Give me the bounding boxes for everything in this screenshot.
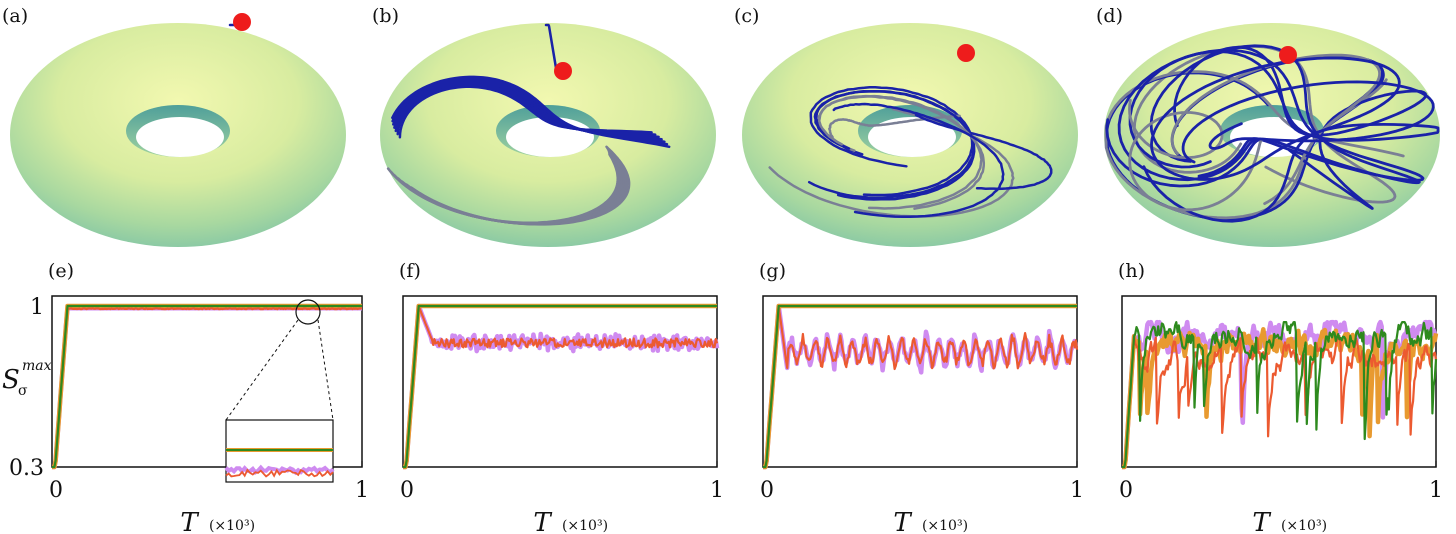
trajectory-front-loop: [391, 75, 671, 149]
x-axis-label-sub: (×10³): [1281, 518, 1327, 534]
inset-series-violet: [224, 464, 335, 476]
series-red: [403, 304, 719, 469]
trajectory-segment: [1170, 53, 1381, 205]
trajectory: [1104, 44, 1440, 223]
y-axis-label-sup: max: [22, 358, 52, 374]
inset-series-red: [225, 468, 334, 478]
start-marker: [957, 44, 975, 62]
plot-frame: [762, 295, 1078, 468]
chart-panel-h: (h) 0 1 T (×10³): [1118, 260, 1443, 534]
series-green: [52, 304, 362, 469]
trajectory-segment: [1117, 48, 1425, 182]
series-violet: [761, 303, 1079, 470]
x-axis-label: T: [180, 508, 199, 534]
panel-label: (h): [1118, 260, 1145, 282]
series-red: [52, 307, 363, 469]
panel-label: (d): [1096, 5, 1123, 27]
x-tick-label: 1: [1070, 478, 1084, 503]
x-axis-label-sub: (×10³): [922, 518, 968, 534]
series-red: [763, 304, 1079, 469]
chart-panel-f: (f) 0 1 T (×10³): [399, 260, 724, 534]
x-tick-label: 0: [400, 478, 414, 503]
series-orange: [1120, 327, 1439, 470]
torus-panel-d: (d): [1096, 5, 1440, 247]
x-axis-label: T: [533, 508, 552, 534]
series-violet: [401, 303, 720, 470]
y-axis-label: S: [2, 365, 20, 395]
plot-frame: [51, 295, 363, 468]
panel-label: (g): [759, 260, 786, 282]
x-axis-label: T: [893, 508, 912, 534]
y-tick-label: 1: [30, 295, 44, 320]
start-marker: [233, 13, 251, 31]
x-axis-label-sub: (×10³): [562, 518, 608, 534]
torus-hole: [136, 117, 224, 157]
chart-panel-e: (e) 0 1 0.3 1 T (×10³) Sσ max: [2, 260, 369, 534]
trajectory-segment: [1105, 44, 1421, 188]
x-tick-label: 0: [1119, 478, 1133, 503]
trajectory-segment: [768, 107, 1015, 218]
x-tick-label: 1: [1429, 478, 1443, 503]
trajectory-back-loop: [386, 153, 619, 225]
trajectory-segment: [807, 90, 975, 200]
series-orange: [761, 303, 1079, 470]
x-tick-label: 1: [710, 478, 724, 503]
series-orange: [401, 303, 719, 470]
zoom-circle: [295, 299, 321, 325]
trajectory-segment: [914, 113, 1053, 191]
trajectory-segment: [809, 85, 974, 197]
panel-label: (e): [48, 260, 74, 282]
zoom-inset: [224, 299, 335, 483]
chart-panel-g: (g) 0 1 T (×10³): [759, 260, 1084, 534]
plot-frame: [402, 295, 718, 468]
torus-panel-a: (a): [2, 5, 346, 247]
trajectory-segment: [1128, 98, 1265, 212]
trajectory-tail: [544, 23, 558, 70]
torus-hole: [868, 117, 956, 157]
trajectory-segment: [828, 114, 961, 139]
torus-row: (a) (b) (c) (d): [2, 5, 1440, 247]
trajectory-segment: [1150, 56, 1401, 181]
zoom-line: [317, 319, 334, 421]
panel-label: (b): [372, 5, 399, 27]
torus-panel-c: (c): [734, 5, 1078, 247]
series-green: [763, 304, 1077, 469]
y-tick-label: 0.3: [9, 456, 44, 481]
series-red: [1122, 334, 1438, 469]
trajectory-segment: [832, 102, 1005, 219]
start-marker: [1279, 46, 1297, 64]
trajectory: [768, 85, 1053, 219]
start-marker: [554, 62, 572, 80]
x-axis-label: T: [1252, 508, 1271, 534]
torus-panel-b: (b): [372, 5, 716, 247]
x-tick-label: 0: [49, 478, 63, 503]
plot-frame: [1121, 295, 1437, 468]
panel-label: (a): [2, 5, 28, 27]
series-green: [1122, 321, 1438, 469]
panel-label: (f): [399, 260, 421, 282]
trajectory-segment: [1173, 45, 1428, 210]
zoom-line: [225, 319, 299, 421]
panel-label: (c): [734, 5, 759, 27]
y-axis-label-sub: σ: [18, 383, 28, 399]
x-tick-label: 1: [355, 478, 369, 503]
series-green: [403, 304, 717, 469]
x-tick-label: 0: [760, 478, 774, 503]
x-axis-label-sub: (×10³): [209, 518, 255, 534]
trajectory-segment: [1128, 50, 1440, 223]
trajectory: [386, 23, 671, 226]
trajectory-segment: [1181, 80, 1435, 164]
trajectory-segment: [817, 94, 983, 210]
